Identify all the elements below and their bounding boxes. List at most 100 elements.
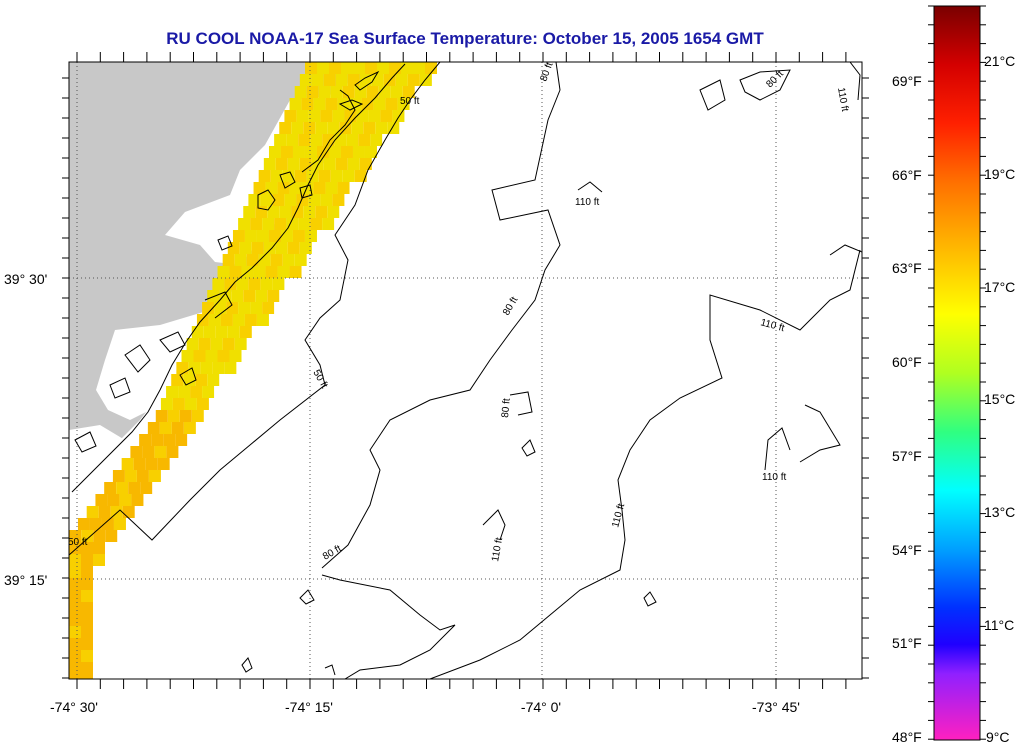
map-title: RU COOL NOAA-17 Sea Surface Temperature:… [166,29,764,48]
sst-pixel [260,194,273,206]
sst-pixel [101,518,114,530]
sst-pixel [280,230,293,242]
sst-pixel [320,194,333,206]
sst-pixel [289,266,302,278]
sst-pixel [340,146,353,158]
sst-pixel [154,446,167,458]
sst-pixel [214,302,227,314]
sst-pixel [303,122,316,134]
sst-pixel [69,662,81,674]
sst-pixel [196,314,209,326]
svg-text:110 ft: 110 ft [610,502,627,529]
sst-pixel [222,338,235,350]
svg-text:110 ft: 110 ft [575,197,599,208]
sst-pixel [217,266,230,278]
sst-pixel [231,290,244,302]
lat-label: 39° 30' [4,271,47,287]
sst-pixel [171,374,184,386]
sst-pixel [145,458,158,470]
sst-pixel [310,134,323,146]
sst-pixel [341,62,353,74]
sst-pixel [81,590,93,602]
sst-pixel [291,206,304,218]
sst-pixel [95,494,108,506]
sst-pixel [335,158,348,170]
sst-pixel [262,218,275,230]
sst-pixel [294,86,307,98]
temp-c-label: 15°C [984,391,1015,407]
sst-pixel [224,362,237,374]
sst-pixel [373,98,386,110]
sst-pixel [81,614,93,626]
sst-pixel [308,194,321,206]
sst-pixel [69,674,81,679]
sst-pixel [136,470,149,482]
sst-pixel [342,86,355,98]
sst-pixel [119,494,132,506]
sst-pixel [310,218,323,230]
sst-pixel [251,242,264,254]
sst-pixel [268,230,281,242]
sst-pixel [81,626,93,638]
sst-pixel [402,86,415,98]
sst-pixel [171,422,184,434]
sst-pixel [349,98,362,110]
graticule [69,62,862,679]
sst-pixel [250,302,263,314]
sst-pixel [327,206,340,218]
sst-pixel [306,86,319,98]
sst-pixel [205,350,218,362]
color-scale-ticks [928,5,986,740]
color-scale-bar [933,5,981,741]
celsius-scale: 21°C 19°C 17°C 15°C 13°C 11°C 9°C [984,53,1015,745]
temp-f-label: 51°F [892,635,922,651]
temp-f-label: 60°F [892,354,922,370]
sst-pixel [107,494,120,506]
sst-pixel [130,446,143,458]
sst-pixel [122,506,135,518]
sst-pixel [256,230,269,242]
sst-pixel [313,98,326,110]
sst-pixel [244,314,257,326]
sst-pixel [296,194,309,206]
sst-pixel [238,302,251,314]
sst-pixel [263,158,276,170]
sst-pixel [232,230,245,242]
sst-pixel [69,578,81,590]
sst-pixel [69,566,81,578]
sst-pixel [361,98,374,110]
svg-text:80 ft: 80 ft [501,295,520,318]
sst-pixel [274,218,287,230]
sst-pixel [364,146,377,158]
temp-f-label: 48°F [892,729,922,745]
sst-pixel [81,530,94,542]
sst-pixel [301,182,314,194]
sst-pixel [210,338,223,350]
lat-axis-labels: 39° 30' 39° 15' [4,271,47,588]
svg-text:50 ft: 50 ft [68,537,88,548]
sst-pixel [200,362,213,374]
sst-pixel [263,242,276,254]
sst-pixel [140,482,153,494]
sst-pixel [277,266,290,278]
sst-pixel [323,158,336,170]
sst-pixel [268,146,281,158]
sst-pixel [401,62,413,74]
sst-pixel [366,86,379,98]
fahrenheit-scale: 69°F 66°F 63°F 60°F 57°F 54°F 51°F 48°F [892,73,922,745]
sst-pixel [256,314,269,326]
sst-pixel [179,410,192,422]
sst-pixel [258,170,271,182]
sst-pixel [243,290,256,302]
sst-pixel [244,230,257,242]
sst-pixel [157,458,170,470]
sst-pixel [313,182,326,194]
svg-text:80 ft: 80 ft [538,61,555,83]
sst-pixel [207,290,220,302]
temp-f-label: 57°F [892,448,922,464]
sst-pixel [147,422,160,434]
sst-pixel [332,194,345,206]
sst-pixel [178,386,191,398]
sst-pixel [69,638,81,650]
sst-pixel [128,482,141,494]
